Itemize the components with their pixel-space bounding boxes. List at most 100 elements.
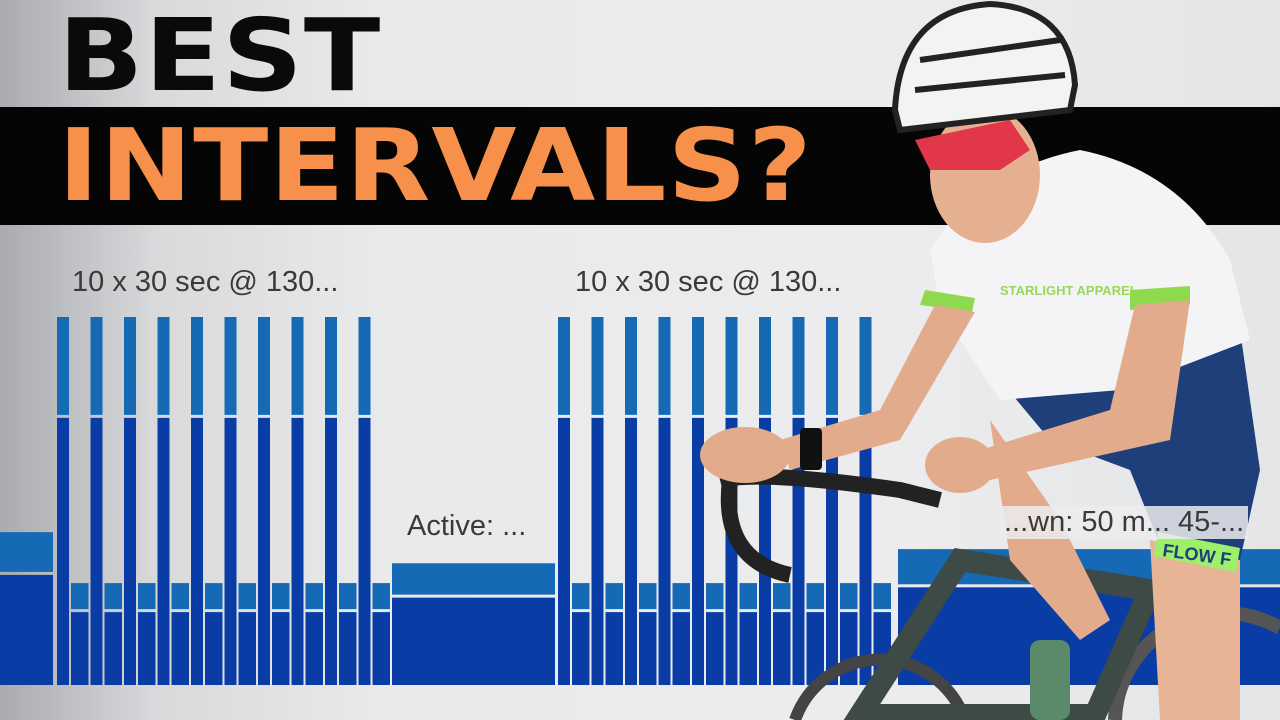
arm-left [780,305,975,470]
interval-bar [224,317,237,685]
interval-bar-upper [658,317,671,415]
interval-bar-upper [157,317,170,415]
recovery-bar-lower [205,612,223,685]
recovery-bar [706,583,724,685]
interval-set-2-label: 10 x 30 sec @ 130... [575,266,842,298]
active-block-lower [392,597,555,685]
front-wheel [789,653,971,720]
warmup-block-lower [0,574,53,685]
interval-bar-lower [325,417,337,685]
interval-bar-upper [90,317,103,415]
interval-bar-upper [826,317,838,415]
interval-bar-lower [90,417,103,685]
recovery-bar-upper [104,583,122,610]
interval-bar-lower [692,417,704,685]
recovery-bar [806,583,824,685]
interval-bar [625,317,637,685]
interval-bar-lower [124,417,136,685]
cooldown-label: ...wn: 50 m... 45-... [1000,506,1249,539]
interval-bar-upper [692,317,704,415]
active-block [392,563,555,685]
recovery-bar-lower [339,612,357,685]
leg [1150,540,1240,720]
recovery-bar [639,583,657,685]
interval-bar-upper [725,317,738,415]
interval-bar [358,317,371,685]
recovery-bar [305,583,323,685]
jersey-text: STARLIGHT APPAREL [1000,283,1138,298]
recovery-bar-upper [339,583,357,610]
active-block-upper [392,563,555,595]
interval-bar [90,317,103,685]
helmet [891,0,1079,134]
recovery-bar-lower [272,612,290,685]
recovery-bar-upper [672,583,690,610]
warmup-block-upper [0,532,53,572]
recovery-bar-upper [706,583,724,610]
recovery-bar-upper [305,583,323,610]
arm-right [980,300,1190,480]
interval-bar [591,317,604,685]
helmet-vents [914,37,1066,93]
recovery-bar [171,583,189,685]
interval-bar-upper [325,317,337,415]
recovery-bar [372,583,390,685]
recovery-bar-upper [372,583,390,610]
recovery-bar-lower [372,612,390,685]
wristband [800,428,822,470]
warmup-block [0,532,53,685]
recovery-bar-lower [706,612,724,685]
interval-bar-upper [124,317,136,415]
water-bottle [1030,640,1070,720]
recovery-bar-upper [605,583,623,610]
recovery-bar-upper [138,583,156,610]
interval-bar [191,317,203,685]
interval-bar [57,317,69,685]
interval-bar-lower [591,417,604,685]
recovery-bar-lower [773,612,791,685]
interval-bar-lower [358,417,371,685]
interval-bar [258,317,270,685]
recovery-bar-upper [639,583,657,610]
interval-bar-upper [258,317,270,415]
recovery-bar [572,583,590,685]
interval-bar-upper [358,317,371,415]
recovery-bar [739,583,757,685]
recovery-bar-lower [605,612,623,685]
interval-bar [325,317,337,685]
active-label: Active: ... [407,510,527,542]
recovery-bar-upper [806,583,824,610]
recovery-bar-upper [773,583,791,610]
recovery-bar-upper [572,583,590,610]
interval-bar-lower [658,417,671,685]
recovery-bar-upper [71,583,89,610]
recovery-bar-upper [739,583,757,610]
interval-bar-lower [558,417,570,685]
interval-bar-upper [57,317,69,415]
recovery-bar [71,583,89,685]
shorts-band [1154,532,1240,572]
recovery-bar-lower [672,612,690,685]
recovery-bar [672,583,690,685]
interval-bar [291,317,304,685]
headline-line-2: INTERVALS? [58,107,813,224]
recovery-bar-lower [806,612,824,685]
recovery-bar-lower [171,612,189,685]
recovery-bar-lower [639,612,657,685]
interval-bar-upper [558,317,570,415]
interval-bar [558,317,570,685]
recovery-bar-lower [572,612,590,685]
recovery-bar-lower [238,612,256,685]
interval-bar-upper [625,317,637,415]
recovery-bar-lower [138,612,156,685]
recovery-bar [138,583,156,685]
recovery-bar [205,583,223,685]
handlebar-drop [720,479,792,583]
interval-bar-lower [191,417,203,685]
recovery-bar-lower [71,612,89,685]
recovery-bar-lower [739,612,757,685]
hand-left [700,427,790,483]
bike-frame [843,548,1166,720]
interval-bar-upper [759,317,771,415]
